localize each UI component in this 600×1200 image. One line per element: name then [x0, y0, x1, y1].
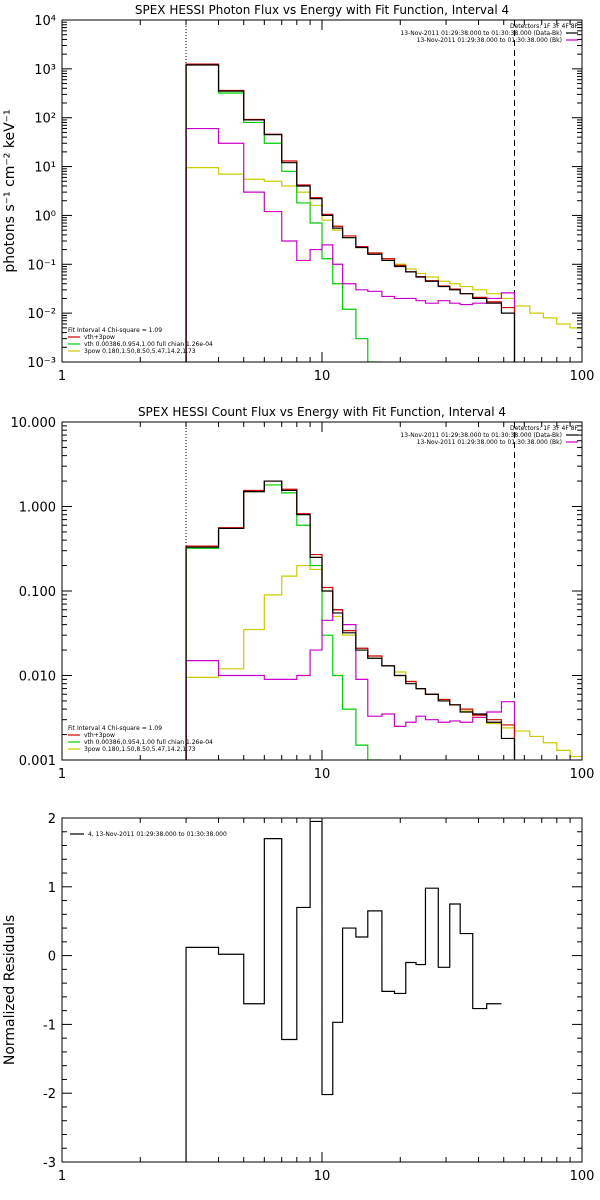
legend-entry: 13-Nov-2011 01:29:38.000 to 01:30:38.000… [417, 37, 562, 44]
legend-header: Detectors: 1F 3F 4F 8F [510, 23, 579, 30]
series-vth [185, 63, 382, 362]
series-residuals [185, 820, 502, 1162]
y-tick-label: 1.000 [19, 501, 56, 516]
fit-legend-entry: vth+3pow [84, 334, 115, 341]
series-data-bk [185, 480, 516, 760]
plot-frame [61, 19, 583, 363]
x-tick-label: 100 [570, 767, 595, 782]
fit-legend-entry: vth 0.00386,0.954,1.00 full chian 1.26e-… [84, 739, 213, 746]
legend-header: Detectors: 1F 3F 4F 8F [510, 425, 579, 432]
chart-title: SPEX HESSI Photon Flux vs Energy with Fi… [135, 3, 509, 17]
x-tick-label: 1 [58, 369, 66, 384]
series-3pow [185, 564, 582, 760]
legend-entry: 4, 13-Nov-2011 01:29:38.000 to 01:30:38.… [88, 831, 227, 838]
series-group [185, 480, 582, 760]
fit-legend-entry: vth 0.00386,0.954,1.00 full chian 1.26e-… [84, 341, 213, 348]
series-vth-3pow [185, 480, 516, 760]
series-bk [185, 127, 516, 362]
legend-entry: 13-Nov-2011 01:29:38.000 to 01:30:38.000… [417, 439, 562, 446]
y-tick-label: 10⁻³ [27, 356, 56, 371]
y-tick-label: 0.001 [19, 754, 56, 769]
chart-panel-2: SPEX HESSI Count Flux vs Energy with Fit… [11, 405, 595, 782]
x-tick-label: 1 [58, 1169, 66, 1184]
series-data-bk [185, 64, 516, 362]
fit-legend-entry: vth+3pow [84, 732, 115, 739]
y-tick-label: 10¹ [34, 161, 56, 176]
chart-panel-1: SPEX HESSI Photon Flux vs Energy with Fi… [2, 3, 594, 384]
fit-legend-entry: 3pow 0.180,1.50,8.50,5.47,14.2,1.73 [84, 348, 196, 355]
y-axis-label: Normalized Residuals [2, 915, 18, 1065]
y-tick-label: 10³ [34, 63, 56, 78]
y-axis-label: photons s⁻¹ cm⁻² keV⁻¹ [2, 109, 18, 272]
series-vth [185, 484, 382, 760]
y-tick-label: 0.010 [19, 670, 56, 685]
legend-entry: 13-Nov-2011 01:29:38.000 to 01:30:38.000… [400, 432, 562, 439]
y-tick-label: 10² [34, 112, 56, 127]
y-tick-label: 10.000 [11, 416, 57, 431]
y-tick-label: 10⁰ [34, 209, 56, 224]
series-bk [185, 609, 516, 760]
x-tick-label: 100 [570, 1169, 595, 1184]
y-tick-label: 10⁴ [34, 14, 56, 29]
y-tick-label: -1 [43, 1018, 56, 1033]
fit-legend-entry: 3pow 0.180,1.50,8.50,5.47,14.2,1.73 [84, 746, 196, 753]
x-tick-label: 10 [314, 767, 331, 782]
y-tick-label: -3 [43, 1156, 56, 1171]
chart-title: SPEX HESSI Count Flux vs Energy with Fit… [138, 405, 506, 419]
x-tick-label: 10 [314, 1169, 331, 1184]
x-tick-label: 100 [570, 369, 595, 384]
series-group [185, 820, 502, 1162]
series-vth-3pow [185, 63, 516, 362]
series-3pow [185, 167, 582, 362]
y-tick-label: 2 [48, 812, 56, 827]
x-tick-label: 1 [58, 767, 66, 782]
y-tick-label: 10⁻¹ [27, 258, 56, 273]
y-tick-label: 0 [48, 950, 56, 965]
series-group [185, 63, 582, 362]
x-tick-label: 10 [314, 369, 331, 384]
fit-legend-header: Fit Interval 4 Chi-square = 1.09 [68, 725, 162, 732]
fit-legend-header: Fit Interval 4 Chi-square = 1.09 [68, 327, 162, 334]
y-tick-label: 10⁻² [27, 307, 56, 322]
y-tick-label: 0.100 [19, 585, 56, 600]
legend-entry: 13-Nov-2011 01:29:38.000 to 01:30:38.000… [400, 30, 562, 37]
y-tick-label: 1 [48, 881, 56, 896]
chart-panel-3: 1 10 100 -3 -2 -1 0 1 2 Normalized Residuals 4, 13… [2, 812, 594, 1184]
y-tick-label: -2 [43, 1087, 56, 1102]
